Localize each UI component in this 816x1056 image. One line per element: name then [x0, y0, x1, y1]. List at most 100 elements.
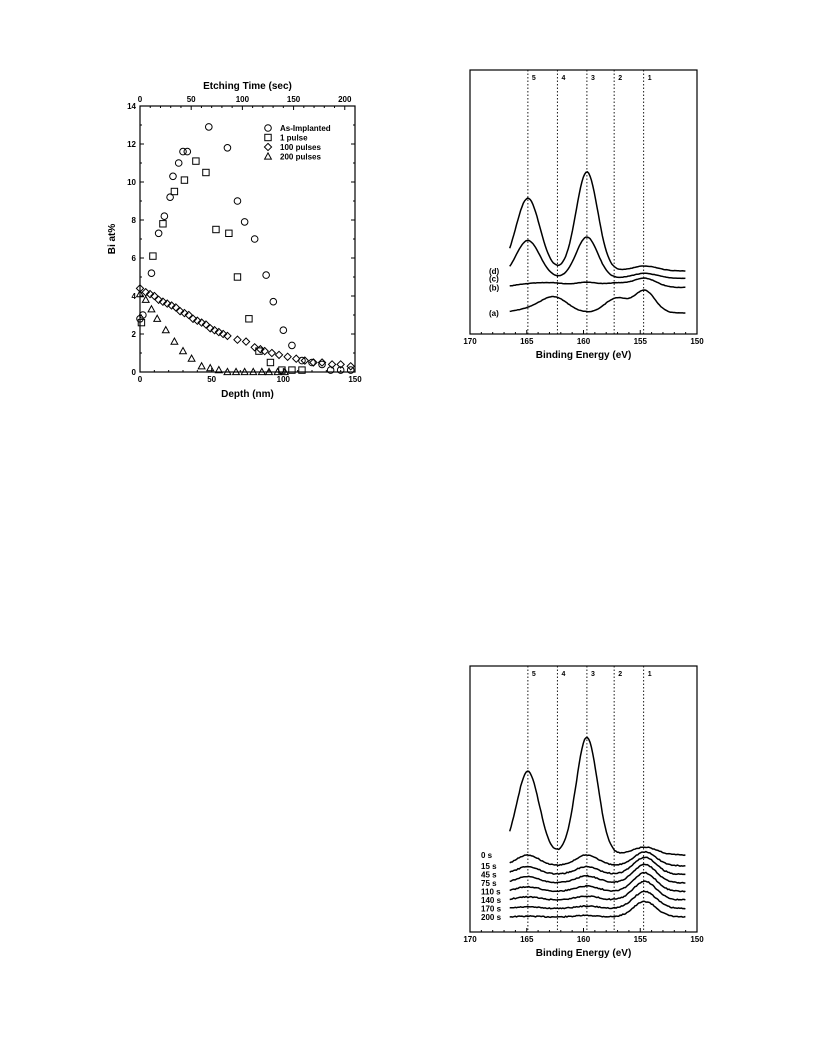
- series-1-pulse: [137, 157, 306, 374]
- x-tick-label: 150: [690, 337, 704, 346]
- reference-line-label: 3: [591, 671, 595, 678]
- data-point: [318, 360, 326, 369]
- reference-line-label: 4: [561, 671, 565, 678]
- spectrum-line: [509, 850, 686, 867]
- data-point: [135, 284, 145, 293]
- legend-marker: [263, 142, 273, 152]
- data-point: [223, 367, 232, 376]
- y-tick-label: 14: [127, 102, 136, 111]
- reference-line-label: 3: [591, 75, 595, 82]
- data-point: [179, 147, 187, 156]
- y-tick-label: 0: [132, 368, 137, 377]
- data-point: [240, 218, 249, 226]
- x-tick-label: 165: [520, 935, 534, 944]
- curve-label: 15 s: [481, 862, 497, 871]
- plot-frame: [139, 105, 356, 373]
- data-point: [346, 366, 355, 374]
- data-point: [264, 367, 274, 376]
- data-point: [159, 220, 167, 228]
- curve-label: 0 s: [481, 851, 493, 860]
- x-axis-title: Depth (nm): [221, 389, 274, 400]
- curve-label: 75 s: [481, 879, 497, 888]
- y-tick-label: 12: [127, 140, 136, 149]
- curve-label: 200 s: [481, 913, 502, 922]
- data-point: [147, 304, 156, 313]
- data-point: [245, 315, 253, 323]
- data-point: [170, 187, 179, 196]
- data-point: [327, 360, 337, 369]
- x-tick-label: 150: [690, 935, 704, 944]
- data-point: [298, 366, 306, 374]
- data-point: [178, 346, 188, 355]
- xps-spectra-etching-chart: 170 165 160 155 150 Binding Energy (eV) 5 4 3 2 1 2…: [463, 665, 704, 959]
- data-point: [210, 325, 219, 335]
- reference-line-label: 5: [532, 75, 536, 82]
- data-point: [184, 310, 194, 320]
- data-point: [250, 342, 259, 352]
- plot-frame: [469, 665, 698, 933]
- x2-tick-label: 50: [187, 95, 196, 104]
- data-point: [205, 123, 213, 131]
- curve-label: (b): [489, 283, 500, 292]
- curve-label: (d): [489, 267, 500, 276]
- data-point: [256, 344, 265, 354]
- data-point: [161, 325, 171, 334]
- plot-frame: [469, 69, 698, 335]
- data-point: [233, 273, 242, 281]
- x-axis-title: Binding Energy (eV): [536, 350, 632, 361]
- data-point: [317, 358, 327, 367]
- data-point: [274, 350, 284, 360]
- spectrum-line: [508, 171, 686, 272]
- data-point: [233, 197, 242, 205]
- data-point: [154, 295, 163, 305]
- data-point: [273, 367, 282, 376]
- data-point: [137, 318, 146, 327]
- reference-line-label: 5: [532, 671, 536, 678]
- y-tick-label: 8: [132, 216, 137, 225]
- spectrum-line: [509, 856, 686, 876]
- curve-label: (a): [489, 309, 499, 318]
- y-tick-label: 6: [132, 254, 137, 263]
- x-tick-label: 50: [207, 375, 216, 384]
- x-tick-label: 170: [463, 337, 477, 346]
- spectrum-line: [509, 277, 686, 289]
- spectrum-line: [509, 236, 686, 280]
- data-point: [260, 346, 270, 356]
- data-point: [183, 147, 192, 156]
- data-point: [288, 341, 296, 350]
- spectrum-line: [509, 880, 686, 901]
- y-tick-label: 10: [127, 178, 136, 187]
- x-tick-label: 160: [577, 337, 591, 346]
- data-point: [240, 367, 249, 376]
- data-point: [167, 301, 176, 310]
- legend-marker: [263, 151, 273, 160]
- data-point: [262, 271, 270, 279]
- spectrum-line: [508, 736, 686, 857]
- data-point: [202, 168, 210, 177]
- data-point: [241, 337, 251, 346]
- data-point: [257, 367, 267, 376]
- data-point: [139, 311, 147, 319]
- data-point: [223, 144, 232, 152]
- x-tick-label: 100: [277, 375, 291, 384]
- data-point: [283, 352, 292, 362]
- x-tick-label: 150: [348, 375, 362, 384]
- depth-profile-chart: 0 50 100 150 0 50 100 150 200 0 2 4 6 8 10 12 14 Depth (n…: [107, 81, 362, 400]
- y-axis-title: Bi at%: [107, 224, 118, 255]
- data-point: [135, 289, 145, 298]
- curve-label: 140 s: [481, 896, 502, 905]
- curve-label: 170 s: [481, 904, 502, 913]
- spectrum-line: [509, 871, 686, 893]
- x-tick-label: 0: [138, 375, 143, 384]
- reference-line-label: 2: [618, 671, 622, 678]
- curve-label: (c): [489, 274, 499, 283]
- data-point: [170, 336, 179, 345]
- data-point: [188, 314, 198, 324]
- data-point: [160, 212, 169, 220]
- data-point: [150, 291, 159, 301]
- data-point: [280, 367, 290, 376]
- y-tick-label: 2: [132, 330, 137, 339]
- data-point: [309, 358, 318, 367]
- data-point: [166, 193, 174, 201]
- data-point: [175, 306, 185, 316]
